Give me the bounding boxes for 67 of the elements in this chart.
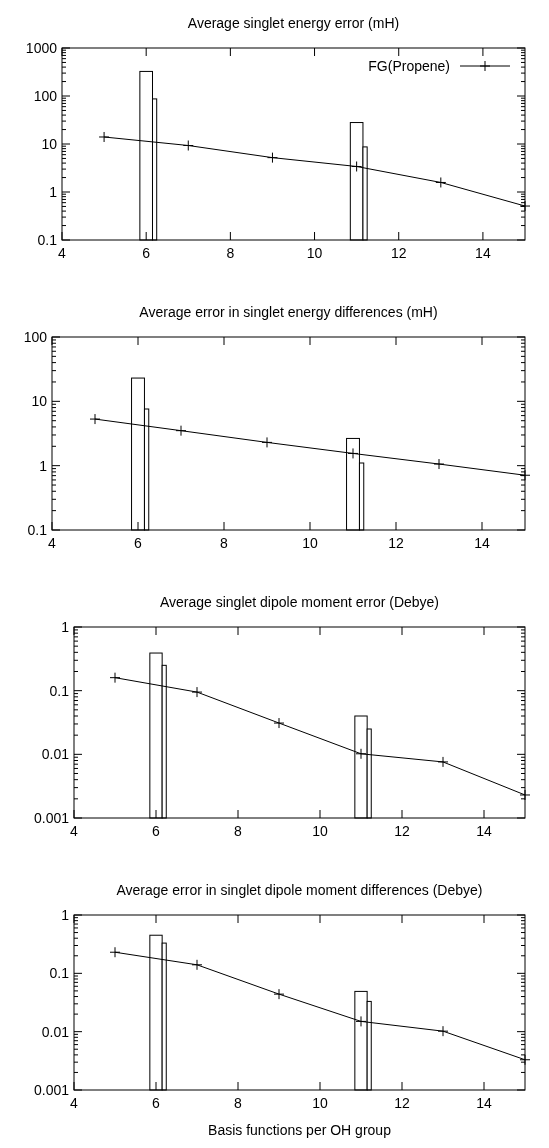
x-tick-label: 8 <box>226 245 235 261</box>
point <box>109 672 121 684</box>
x-axis-title: Basis functions per OH group <box>208 1122 392 1138</box>
x-tick-label: 4 <box>70 823 79 839</box>
x-tick-label: 14 <box>476 1095 492 1111</box>
point <box>347 447 359 459</box>
x-tick-label: 6 <box>134 535 143 551</box>
y-tick-label: 0.01 <box>41 746 70 763</box>
x-tick-label: 6 <box>142 245 151 261</box>
point <box>191 686 203 698</box>
point <box>175 425 187 437</box>
point <box>355 748 367 760</box>
y-tick-label: 1 <box>61 618 70 635</box>
y-tick-label: 1 <box>39 457 48 474</box>
y-tick-label: 1000 <box>25 39 58 56</box>
y-tick-label: 0.1 <box>37 231 58 248</box>
x-tick-label: 8 <box>234 823 243 839</box>
point <box>437 1025 449 1037</box>
x-tick-label: 12 <box>394 823 410 839</box>
x-tick-label: 4 <box>48 535 57 551</box>
y-tick-label: 0.1 <box>49 965 70 982</box>
x-tick-label: 12 <box>388 535 404 551</box>
point <box>109 946 121 958</box>
y-tick-label: 0.001 <box>33 1081 70 1098</box>
chart-title: Average error in singlet dipole moment differences (Debye) <box>116 882 483 898</box>
point <box>273 988 285 1000</box>
point <box>433 458 445 470</box>
y-tick-label: 0.1 <box>49 682 70 699</box>
y-tick-label: 100 <box>33 87 58 104</box>
legend-label: FG(Propene) <box>368 57 450 74</box>
y-tick-label: 0.01 <box>41 1023 70 1040</box>
x-tick-label: 6 <box>152 823 161 839</box>
x-tick-label: 8 <box>220 535 229 551</box>
chart-title: Average singlet dipole moment error (Debye) <box>159 594 440 610</box>
x-tick-label: 4 <box>58 245 67 261</box>
y-tick-label: 10 <box>31 393 48 410</box>
x-tick-label: 8 <box>234 1095 243 1111</box>
y-tick-label: 10 <box>41 135 58 152</box>
x-tick-label: 14 <box>476 823 492 839</box>
point <box>273 717 285 729</box>
x-tick-label: 10 <box>306 245 323 261</box>
y-tick-label: 1 <box>61 906 70 923</box>
x-tick-label: 10 <box>312 823 328 839</box>
x-tick-label: 10 <box>302 535 318 551</box>
x-tick-label: 12 <box>394 1095 410 1111</box>
point <box>182 140 194 152</box>
point <box>261 436 273 448</box>
x-tick-label: 14 <box>474 535 490 551</box>
y-tick-label: 100 <box>23 328 48 345</box>
point <box>98 131 110 143</box>
x-tick-label: 10 <box>312 1095 328 1111</box>
x-tick-label: 6 <box>152 1095 161 1111</box>
point <box>89 413 101 425</box>
x-tick-label: 12 <box>390 245 407 261</box>
point <box>191 959 203 971</box>
y-tick-label: 0.001 <box>33 809 70 826</box>
chart-title: Average error in singlet energy differences (mH) <box>139 304 438 320</box>
y-tick-label: 1 <box>49 183 58 200</box>
x-tick-label: 4 <box>70 1095 79 1111</box>
point <box>266 152 278 164</box>
chart-title: Average singlet energy error (mH) <box>187 15 400 31</box>
point <box>355 1015 367 1027</box>
point <box>437 756 449 768</box>
y-tick-label: 0.1 <box>27 521 48 538</box>
point <box>435 176 447 188</box>
point <box>351 160 363 172</box>
x-tick-label: 14 <box>475 245 491 261</box>
